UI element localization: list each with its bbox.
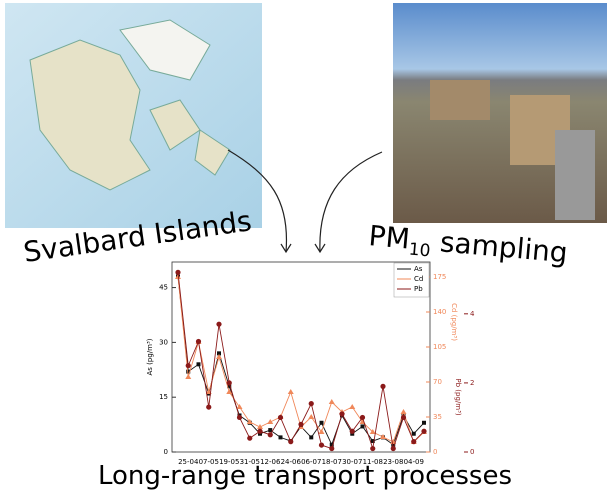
marker xyxy=(380,434,386,439)
arrows xyxy=(227,149,383,254)
x-tick-label: 31-05 xyxy=(240,458,260,466)
marker xyxy=(308,414,315,419)
y2-tick-label: 140 xyxy=(433,308,446,316)
y-tick-label: 45 xyxy=(159,284,168,292)
marker xyxy=(216,354,222,359)
caption-subscript: 10 xyxy=(408,240,431,262)
marker xyxy=(246,419,253,424)
marker xyxy=(236,414,243,421)
marker xyxy=(217,351,221,356)
y2-tick-label: 175 xyxy=(433,273,446,281)
marker xyxy=(196,362,201,367)
y2-axis-label: Cd (pg/m³) xyxy=(450,303,458,341)
sampling-photo xyxy=(393,3,607,223)
marker xyxy=(267,432,273,438)
y2-tick-label: 105 xyxy=(433,343,446,351)
y-tick-label: 30 xyxy=(159,338,168,346)
marker xyxy=(277,414,284,421)
legend-label: Pb xyxy=(414,285,423,293)
marker xyxy=(421,428,427,434)
y-tick-label: 0 xyxy=(164,448,168,456)
marker xyxy=(411,431,416,436)
y2-tick-label: 70 xyxy=(433,378,442,386)
plot-frame xyxy=(171,261,431,453)
legend-box xyxy=(393,262,430,298)
marker xyxy=(185,374,192,379)
marker xyxy=(380,383,386,389)
marker xyxy=(247,435,253,441)
y2-tick-label: 35 xyxy=(433,413,442,421)
legend-label: As xyxy=(414,265,423,273)
marker xyxy=(257,428,263,434)
marker xyxy=(422,420,426,425)
x-tick-label: 11-08 xyxy=(363,458,383,466)
marker xyxy=(369,429,376,434)
x-tick-label: 07-05 xyxy=(199,458,219,466)
marker xyxy=(391,442,396,447)
y3-tick-label: 0 xyxy=(470,448,474,456)
marker xyxy=(288,439,294,445)
marker xyxy=(257,424,263,429)
marker xyxy=(328,399,335,404)
marker xyxy=(400,409,407,414)
x-tick-label: 25-04 xyxy=(178,458,199,466)
marker xyxy=(227,384,232,389)
marker xyxy=(216,321,222,327)
map-image xyxy=(5,3,262,228)
marker xyxy=(329,445,335,452)
x-tick-label: 23-08 xyxy=(383,458,403,466)
y3-tick-label: 4 xyxy=(470,310,475,318)
marker xyxy=(390,445,396,452)
marker xyxy=(206,404,212,410)
y3-tick-label: 2 xyxy=(470,379,474,387)
x-tick-label: 18-07 xyxy=(322,458,342,466)
marker xyxy=(308,401,314,407)
marker xyxy=(186,369,191,374)
marker xyxy=(411,439,417,445)
marker xyxy=(236,404,243,409)
y3-axis-label: Pb (pg/m³) xyxy=(454,378,462,415)
marker xyxy=(359,414,366,421)
marker xyxy=(339,411,345,417)
y2-tick-label: 0 xyxy=(433,448,437,456)
marker xyxy=(309,435,314,440)
y-tick-label: 15 xyxy=(159,393,168,401)
marker xyxy=(278,435,283,440)
marker xyxy=(318,442,325,448)
marker xyxy=(349,428,355,434)
marker xyxy=(226,380,232,386)
y-axis-label: As (pg/m³) xyxy=(146,338,154,375)
caption-main: PM xyxy=(367,219,411,255)
marker xyxy=(319,420,324,425)
legend-label: Cd xyxy=(414,275,423,283)
marker xyxy=(226,389,233,394)
marker xyxy=(329,442,334,447)
chart: 0 15 30 45 As (pg/m³) 0 35 70 105 140 175 Cd (pg/m³… xyxy=(146,261,475,466)
marker xyxy=(268,428,273,433)
marker xyxy=(175,269,181,275)
x-tick-label: 12-06 xyxy=(260,458,281,466)
marker xyxy=(195,338,202,345)
x-tick-label: 04-09 xyxy=(404,458,424,466)
bottom-caption: Long-range transport processes xyxy=(98,461,512,491)
caption-rest: sampling xyxy=(430,225,569,270)
marker xyxy=(298,421,304,427)
x-tick-label: 19-05 xyxy=(219,458,239,466)
marker xyxy=(267,419,274,424)
marker xyxy=(370,445,376,452)
marker xyxy=(318,429,325,434)
marker xyxy=(287,389,294,394)
x-tick-label: 06-07 xyxy=(301,458,321,466)
marker xyxy=(175,274,181,279)
x-tick-label: 30-07 xyxy=(342,458,362,466)
x-tick-label: 24-06 xyxy=(281,458,302,466)
marker xyxy=(400,414,407,421)
marker xyxy=(370,439,375,444)
marker xyxy=(360,424,365,429)
marker xyxy=(185,363,191,369)
marker xyxy=(349,404,356,409)
